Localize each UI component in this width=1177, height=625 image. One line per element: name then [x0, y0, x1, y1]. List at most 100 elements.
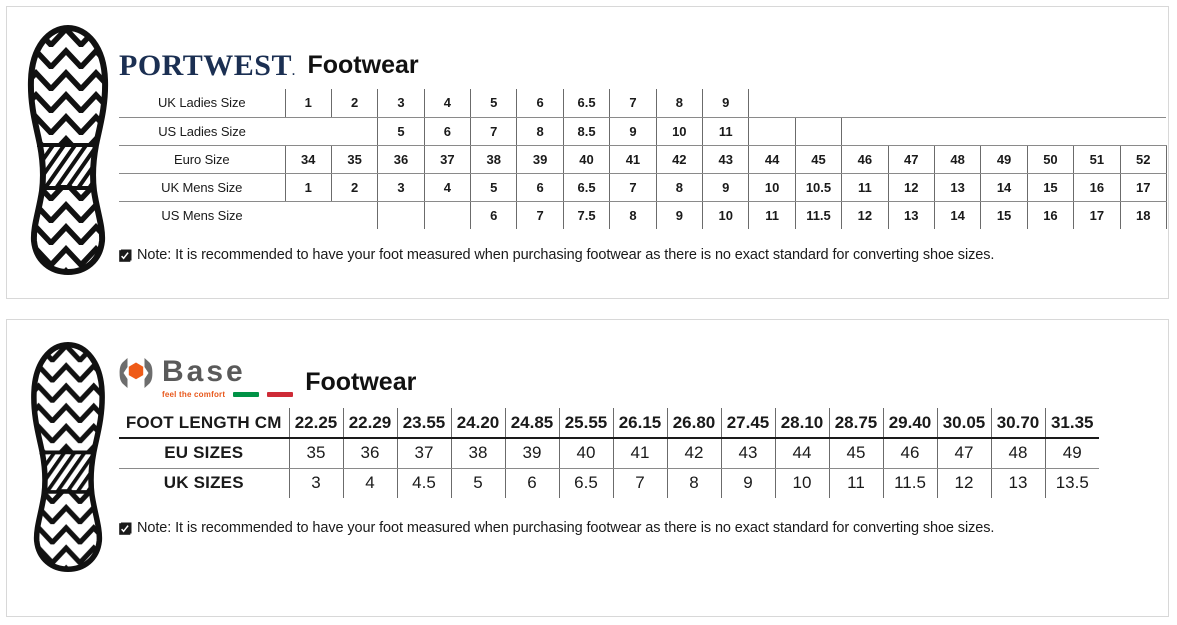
checkbox-checked-icon — [119, 522, 132, 540]
base-hexagon-icon — [119, 356, 153, 395]
table-cell: 49 — [1044, 438, 1099, 469]
table-cell: 2 — [330, 173, 379, 202]
base-note: Note: It is recommended to have your foo… — [119, 520, 1156, 538]
table-cell: 28.75 — [828, 408, 883, 439]
table-cell — [794, 117, 843, 146]
table-cell: 6 — [516, 173, 564, 202]
table-cell: 5 — [377, 117, 425, 146]
table-cell: 6 — [423, 117, 472, 146]
table-cell: 11 — [828, 468, 883, 498]
table-cell: 47 — [936, 438, 991, 469]
table-cell: 12 — [936, 468, 991, 498]
table-cell: 12 — [887, 173, 935, 202]
row-label: UK SIZES — [163, 473, 244, 493]
table-cell: 4 — [423, 173, 472, 202]
table-cell — [795, 89, 842, 118]
table-cell: 47 — [887, 145, 935, 174]
table-cell: 43 — [702, 145, 750, 174]
table-cell: 48 — [990, 438, 1045, 469]
table-cell — [748, 89, 796, 118]
table-cell: 15 — [1026, 173, 1075, 202]
portwest-brand-name: PORTWEST — [119, 49, 292, 82]
table-cell: 8 — [655, 173, 704, 202]
row-label: Euro Size — [119, 145, 285, 174]
table-cell — [888, 89, 935, 118]
portwest-table-body: UK Ladies Size 1 2 3 4 5 6 6.5 7 8 9 — [119, 89, 1167, 229]
table-cell: 3 — [377, 173, 425, 202]
table-cell: 13.5 — [1044, 468, 1099, 498]
table-cell: 42 — [655, 145, 704, 174]
table-cell: 44 — [774, 438, 829, 469]
table-cell: 42 — [666, 438, 721, 469]
table-cell: 15 — [980, 201, 1028, 229]
table-cell: 6 — [516, 89, 564, 118]
row-label: UK Ladies Size — [119, 89, 285, 118]
row-label: UK Mens Size — [119, 173, 285, 202]
table-cell: 11 — [702, 117, 750, 146]
table-cell — [1027, 117, 1074, 146]
table-cell — [285, 117, 332, 146]
table-cell: 7 — [609, 173, 657, 202]
base-size-table: FOOT LENGTH CM 22.25 22.29 23.55 24.20 2… — [119, 408, 1099, 498]
table-cell: 1 — [284, 173, 332, 202]
table-cell: 9 — [609, 117, 657, 146]
table-row: US Ladies Size 5 6 7 8 8.5 9 10 11 — [119, 117, 1167, 146]
portwest-note-text: Note: It is recommended to have your foo… — [137, 247, 995, 263]
table-cell: 9 — [655, 201, 704, 229]
table-cell: 40 — [558, 438, 613, 469]
base-logo: Base feel the comfort — [119, 356, 294, 399]
table-cell: 10 — [655, 117, 704, 146]
table-cell: 3 — [377, 89, 425, 118]
table-cell: 14 — [933, 201, 982, 229]
portwest-registered-mark: . — [291, 64, 296, 78]
table-cell — [748, 117, 796, 146]
table-cell: 36 — [342, 438, 397, 469]
table-row: US Mens Size 6 7 7.5 8 9 10 11 11.5 12 1… — [119, 201, 1167, 229]
table-cell: 46 — [841, 145, 889, 174]
table-cell: 23.55 — [396, 408, 451, 439]
table-cell: 40 — [562, 145, 611, 174]
table-row: EU SIZES 35 36 37 38 39 40 41 42 43 44 4… — [119, 438, 1099, 469]
table-cell: 11.5 — [882, 468, 937, 498]
table-cell: 17 — [1119, 173, 1167, 202]
table-cell: 10 — [702, 201, 750, 229]
table-cell: 13 — [990, 468, 1045, 498]
portwest-brand-header: PORTWEST. Footwear — [119, 33, 1156, 82]
table-cell: 7 — [516, 201, 564, 229]
table-cell — [980, 89, 1028, 118]
table-cell: 36 — [377, 145, 425, 174]
table-cell: 8 — [609, 201, 657, 229]
table-row: Euro Size 34 35 36 37 38 39 40 41 42 43 … — [119, 145, 1167, 174]
table-cell: 39 — [504, 438, 559, 469]
table-cell: 11.5 — [794, 201, 843, 229]
table-cell: 5 — [450, 468, 505, 498]
table-cell: 14 — [980, 173, 1028, 202]
table-cell: 29.40 — [882, 408, 937, 439]
table-cell: 2 — [330, 89, 379, 118]
table-cell — [1073, 89, 1121, 118]
table-cell: 9 — [702, 173, 750, 202]
shoe-sole-tread-icon — [25, 24, 111, 280]
table-cell — [423, 201, 472, 229]
table-row: UK Ladies Size 1 2 3 4 5 6 6.5 7 8 9 — [119, 89, 1167, 118]
table-cell: 18 — [1119, 201, 1167, 229]
table-cell — [1027, 89, 1074, 118]
table-cell: 7 — [609, 89, 657, 118]
table-cell — [1073, 117, 1121, 146]
table-cell: 9 — [702, 89, 750, 118]
table-cell: 7.5 — [562, 201, 611, 229]
table-cell: 22.25 — [288, 408, 343, 439]
table-row: FOOT LENGTH CM 22.25 22.29 23.55 24.20 2… — [119, 408, 1099, 439]
table-cell: 6 — [504, 468, 559, 498]
table-cell: 6.5 — [558, 468, 613, 498]
table-cell: 26.15 — [612, 408, 667, 439]
table-cell: 7 — [470, 117, 518, 146]
table-cell: 24.85 — [504, 408, 559, 439]
table-cell: 30.05 — [936, 408, 991, 439]
table-cell: 24.20 — [450, 408, 505, 439]
portwest-size-chart-panel: PORTWEST. Footwear UK Ladies Size 1 2 3 … — [6, 6, 1169, 299]
row-label: FOOT LENGTH CM — [119, 408, 289, 439]
table-cell: 51 — [1073, 145, 1121, 174]
portwest-category-label: Footwear — [307, 51, 419, 79]
table-cell — [888, 117, 935, 146]
